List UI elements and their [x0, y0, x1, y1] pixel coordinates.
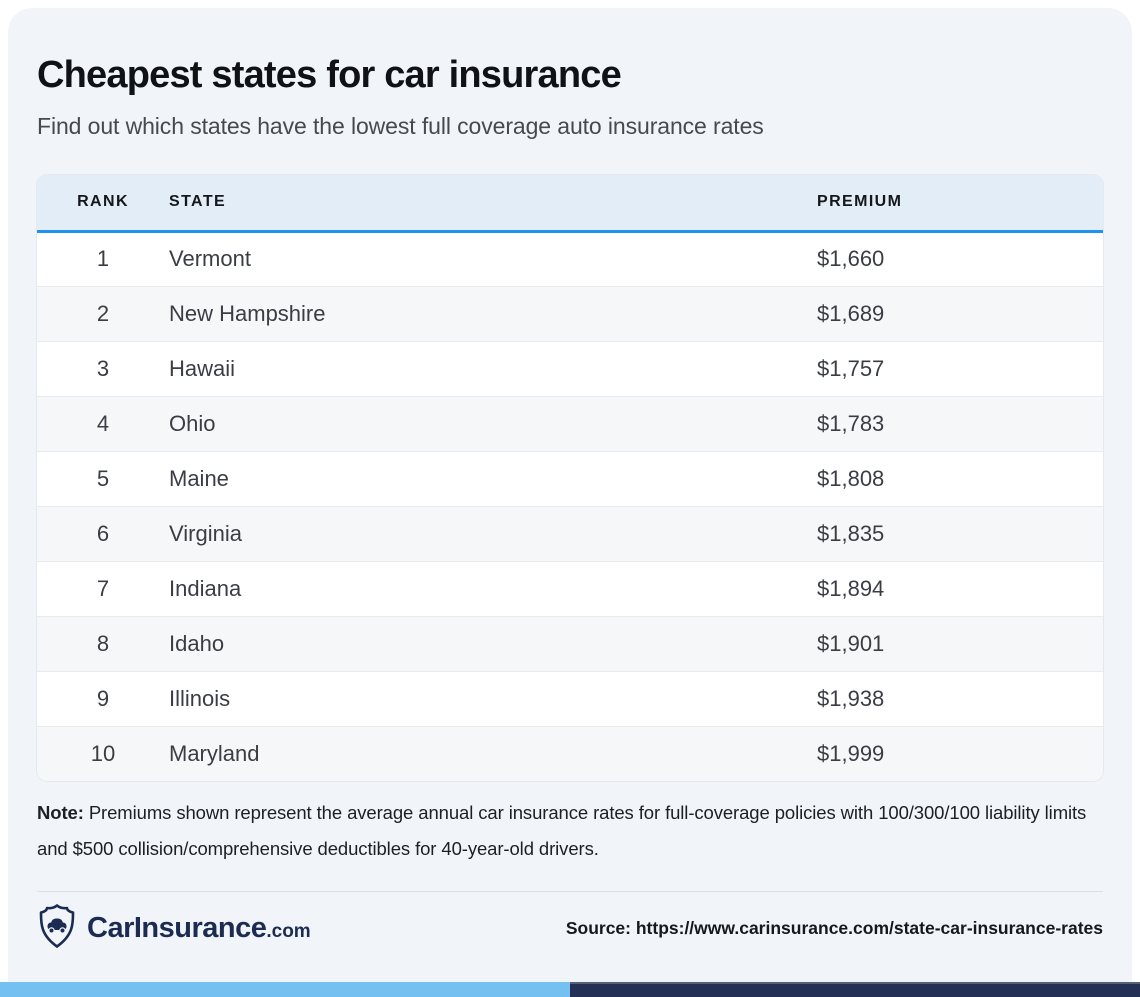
infographic-card: Cheapest states for car insurance Find o…	[8, 8, 1132, 982]
state-cell: Indiana	[169, 561, 817, 617]
premium-cell: $1,808	[817, 451, 1103, 507]
page-subtitle: Find out which states have the lowest fu…	[37, 113, 764, 139]
rank-cell: 9	[37, 671, 169, 727]
state-cell: Illinois	[169, 671, 817, 727]
page-title: Cheapest states for car insurance	[37, 54, 622, 96]
rank-cell: 8	[37, 616, 169, 672]
column-header-state: STATE	[169, 175, 817, 233]
rank-cell: 5	[37, 451, 169, 507]
bottom-accent-bar	[0, 982, 1140, 997]
state-cell: Hawaii	[169, 341, 817, 397]
premium-cell: $1,999	[817, 740, 885, 766]
table-row: 6 Virginia $1,835	[37, 506, 1103, 562]
column-header-rank: RANK	[37, 175, 169, 233]
premium-cell: $1,938	[817, 671, 1103, 727]
rank-cell: 4	[37, 396, 169, 452]
premium-cell: $1,783	[817, 396, 1103, 452]
footer-divider	[37, 891, 1103, 892]
footer: CarInsurance.com Source: https://www.car…	[37, 892, 1103, 964]
footnote-label: Note:	[37, 802, 84, 823]
rank-cell: 10	[90, 740, 116, 766]
bottom-bar-light-segment	[0, 982, 570, 997]
table-row: 3 Hawaii $1,757	[37, 341, 1103, 397]
source-url: Source: https://www.carinsurance.com/sta…	[565, 917, 1103, 938]
footnote: Note: Premiums shown represent the avera…	[37, 795, 1103, 867]
shield-car-icon	[37, 903, 77, 954]
rank-cell: 1	[37, 231, 169, 287]
bottom-bar-dark-segment	[570, 982, 1140, 997]
rank-cell: 7	[37, 561, 169, 617]
premium-cell: $1,757	[817, 341, 1103, 397]
table-row: 5 Maine $1,808	[37, 451, 1103, 507]
brand-logo: CarInsurance.com	[37, 903, 311, 954]
table-row: 8 Idaho $1,901	[37, 616, 1103, 672]
table-row: 1 Vermont $1,660	[37, 231, 1103, 287]
table-row: 7 Indiana $1,894	[37, 561, 1103, 617]
state-cell: Vermont	[169, 231, 817, 287]
state-cell: Maryland	[169, 740, 260, 766]
column-header-premium: PREMIUM	[817, 175, 1103, 233]
footnote-text: Premiums shown represent the average ann…	[37, 802, 1087, 859]
rates-table: RANK STATE PREMIUM 1 Vermont $1,660 2 New Ha…	[37, 175, 1103, 781]
rank-cell: 3	[37, 341, 169, 397]
table-body: 1 Vermont $1,660 2 New Hampshire $1,689 3 Hawai…	[37, 231, 1103, 781]
premium-cell: $1,901	[817, 616, 1103, 672]
premium-cell: $1,894	[817, 561, 1103, 617]
state-cell: Idaho	[169, 616, 817, 672]
premium-cell: $1,835	[817, 506, 1103, 562]
table-row: 10 Maryland $1,999	[37, 726, 1103, 781]
table-row: 2 New Hampshire $1,689	[37, 286, 1103, 342]
brand-name: CarInsurance	[87, 911, 267, 944]
state-cell: Ohio	[169, 396, 817, 452]
premium-cell: $1,689	[817, 286, 1103, 342]
table-header: RANK STATE PREMIUM	[37, 175, 1103, 233]
state-cell: New Hampshire	[169, 286, 817, 342]
rank-cell: 6	[37, 506, 169, 562]
state-cell: Virginia	[169, 506, 817, 562]
rank-cell: 2	[37, 286, 169, 342]
table-row: 4 Ohio $1,783	[37, 396, 1103, 452]
table-row: 9 Illinois $1,938	[37, 671, 1103, 727]
state-cell: Maine	[169, 451, 817, 507]
brand-suffix: .com	[266, 920, 311, 942]
premium-cell: $1,660	[817, 231, 1103, 287]
